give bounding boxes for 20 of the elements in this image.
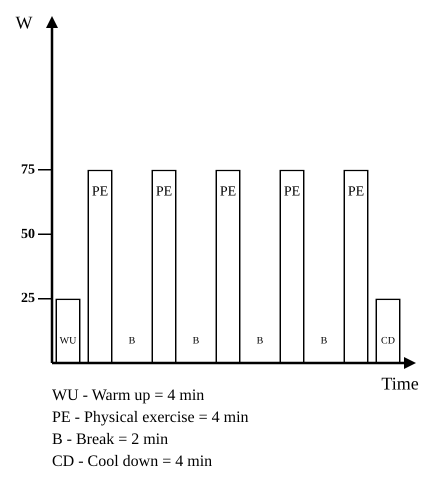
text: B - Break = 2 min xyxy=(52,430,170,450)
x-tick-label: PE xyxy=(156,184,172,200)
x-tick-label: PE xyxy=(284,184,300,200)
x-tick-label: PE xyxy=(348,184,364,200)
y-axis-title: W xyxy=(16,12,32,33)
text: PE - Physical exercise = 4 min xyxy=(52,408,250,428)
x-tick-label: CD xyxy=(381,336,395,347)
x-axis-title: Time xyxy=(381,374,419,394)
x-tick-label: WU xyxy=(60,336,78,347)
x-tick-label: PE xyxy=(220,184,236,200)
x-tick-label: PE xyxy=(92,184,108,200)
x-tick-label: B xyxy=(192,336,200,347)
y-tick-label: 75 xyxy=(21,162,35,178)
text: CD - Cool down = 4 min xyxy=(52,452,214,472)
y-tick-label: 50 xyxy=(21,226,35,242)
text: WU - Warm up = 4 min xyxy=(52,387,204,404)
x-tick-label: B xyxy=(320,336,328,347)
x-tick-label: B xyxy=(256,336,264,347)
x-tick-label: B xyxy=(128,336,136,347)
y-tick-label: 25 xyxy=(21,291,35,306)
